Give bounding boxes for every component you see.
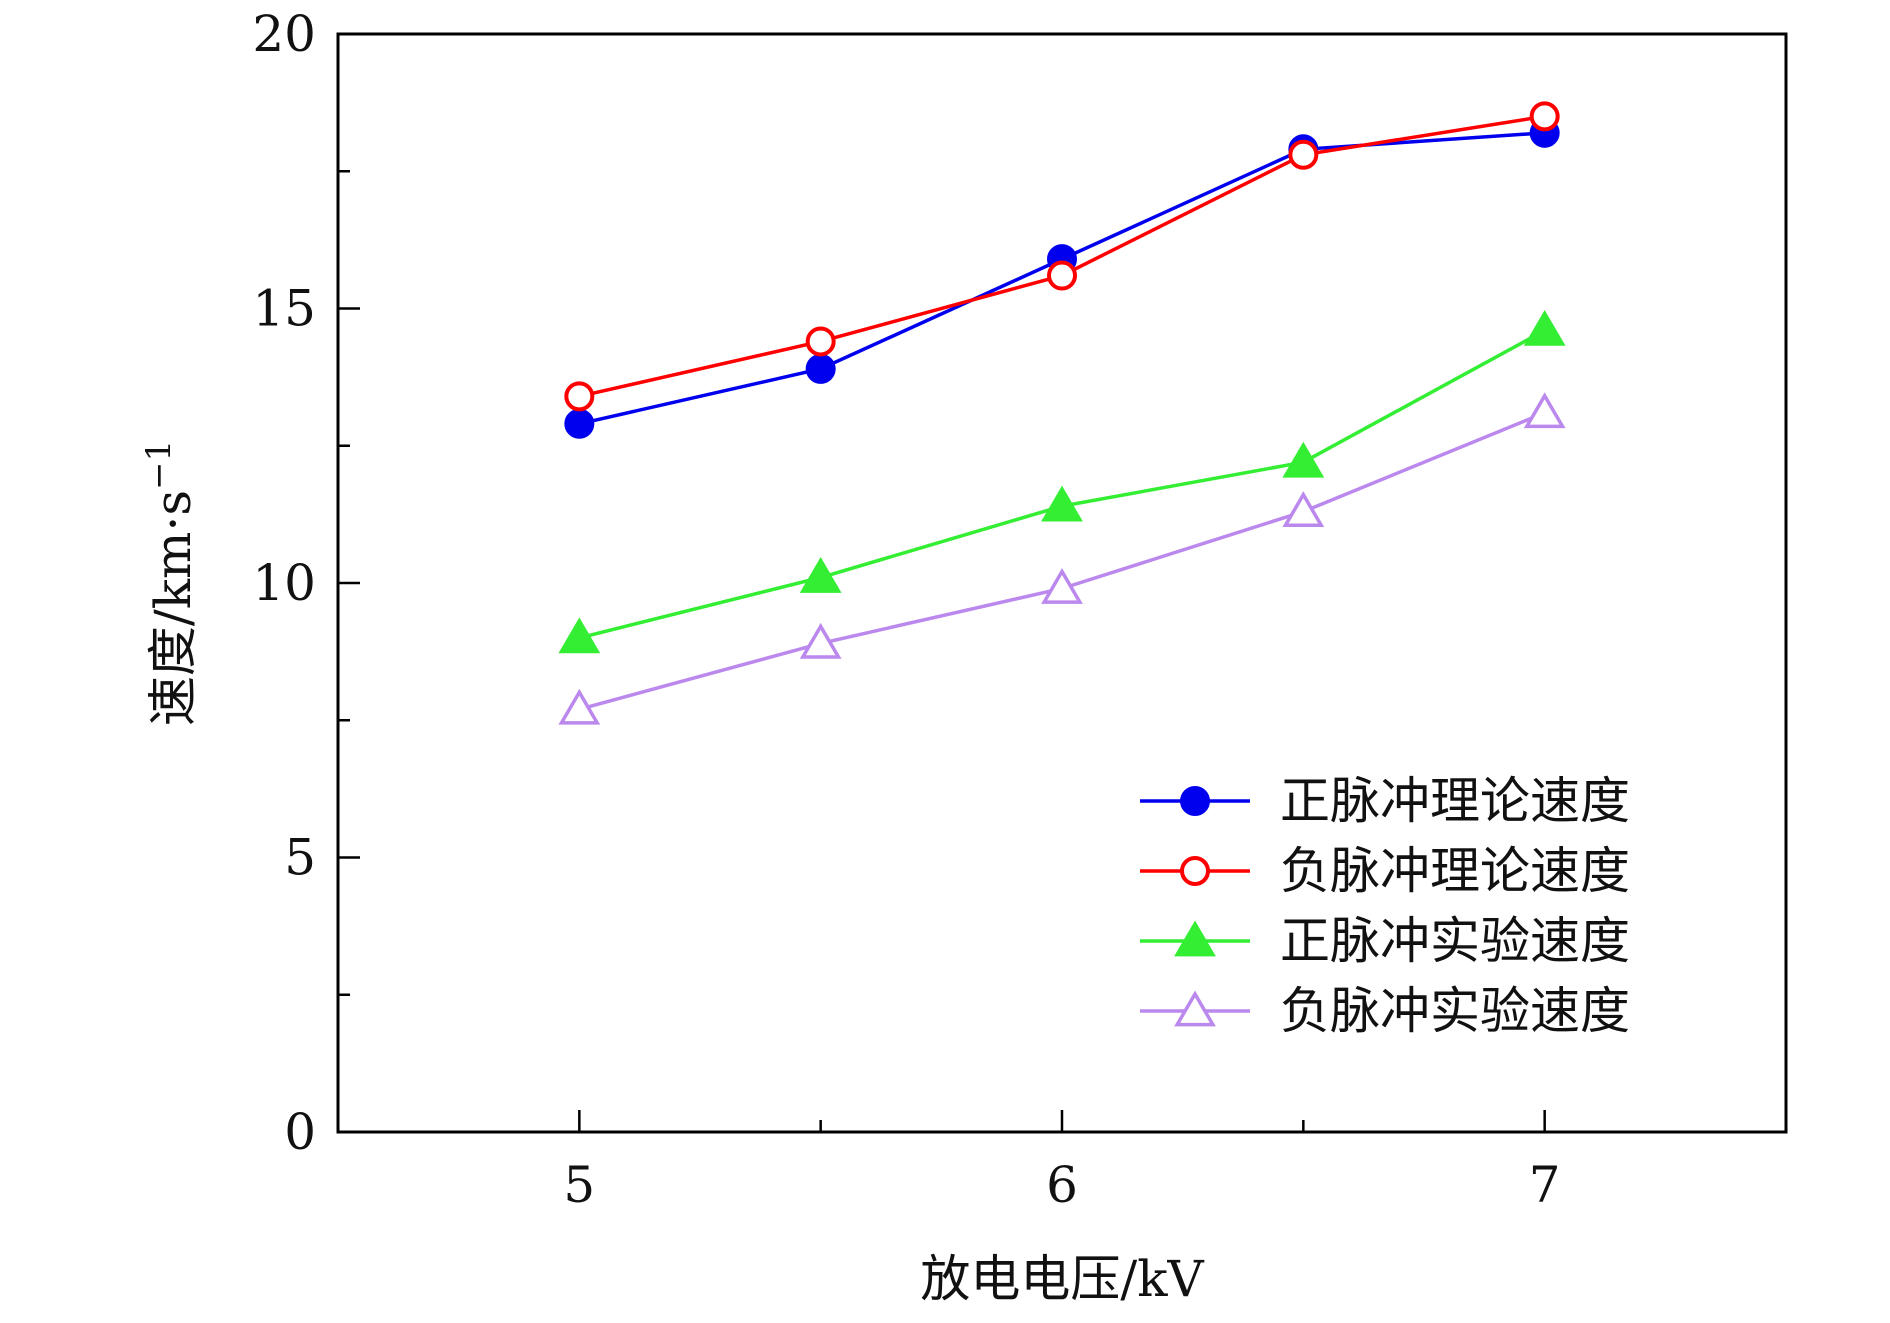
series-2: [564, 101, 1560, 412]
legend-item: 正脉冲实验速度: [1140, 912, 1630, 970]
legend-item: 正脉冲理论速度: [1140, 772, 1630, 830]
series-line: [578, 411, 1546, 711]
data-point: [1529, 101, 1560, 132]
x-tick-label: 7: [1529, 1156, 1561, 1214]
legend-label: 正脉冲理论速度: [1280, 772, 1630, 830]
series-layer: [558, 101, 1566, 725]
legend-label: 正脉冲实验速度: [1280, 912, 1630, 970]
y-tick-label: 20: [252, 5, 316, 63]
x-tick-label: 6: [1046, 1156, 1078, 1214]
y-tick-label: 0: [284, 1103, 316, 1161]
y-axis-label-main: 速度/km·s: [144, 490, 202, 726]
axis-ticks: [338, 32, 1546, 1134]
data-point: [1047, 260, 1077, 291]
legend-item: 负脉冲实验速度: [1140, 982, 1630, 1040]
y-tick-label: 10: [252, 554, 316, 612]
data-point: [558, 617, 601, 654]
y-tick-label: 15: [252, 280, 316, 338]
data-point: [1041, 485, 1083, 522]
data-point: [1523, 309, 1566, 346]
legend-marker: [1174, 990, 1216, 1027]
data-point: [1288, 139, 1319, 170]
data-point: [1523, 392, 1566, 429]
legend-item: 负脉冲理论速度: [1140, 842, 1630, 900]
data-point: [1041, 568, 1083, 604]
y-axis-label-sup: −1: [139, 440, 179, 490]
data-point: [564, 408, 595, 439]
data-point: [564, 381, 595, 412]
data-point: [1282, 441, 1325, 478]
x-axis-label: 放电电压/kV: [920, 1250, 1204, 1308]
legend-label: 负脉冲理论速度: [1280, 842, 1630, 900]
data-point: [805, 353, 836, 384]
legend-marker: [1180, 786, 1210, 816]
y-tick-label: 5: [284, 829, 316, 887]
data-point: [1282, 491, 1325, 527]
data-point: [805, 326, 836, 357]
legend-marker: [1174, 920, 1216, 957]
data-point: [799, 622, 842, 659]
data-point: [558, 688, 601, 725]
series-3: [558, 309, 1566, 654]
x-tick-label: 5: [563, 1156, 595, 1214]
data-point: [799, 557, 842, 593]
legend-label: 负脉冲实验速度: [1280, 982, 1630, 1040]
y-axis-label: 速度/km·s−1: [139, 440, 202, 726]
y-tick-labels: 0 5 10 15 20: [252, 5, 316, 1161]
legend-marker: [1180, 856, 1210, 886]
series-4: [558, 392, 1566, 725]
x-tick-labels: 5 6 7: [563, 1156, 1560, 1214]
